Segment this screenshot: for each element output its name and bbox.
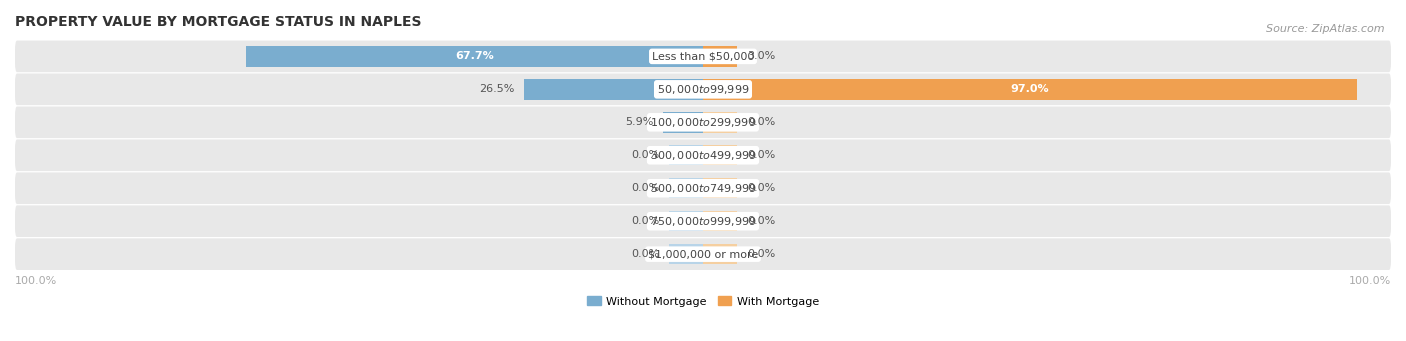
Bar (703, 211, 737, 232)
Text: PROPERTY VALUE BY MORTGAGE STATUS IN NAPLES: PROPERTY VALUE BY MORTGAGE STATUS IN NAP… (15, 15, 422, 29)
Text: 0.0%: 0.0% (747, 150, 775, 160)
Text: $750,000 to $999,999: $750,000 to $999,999 (650, 215, 756, 228)
Text: 100.0%: 100.0% (1348, 276, 1391, 286)
Text: 0.0%: 0.0% (631, 183, 659, 193)
FancyBboxPatch shape (15, 173, 1391, 204)
Bar (703, 178, 737, 198)
Text: 97.0%: 97.0% (1011, 84, 1049, 94)
Text: 0.0%: 0.0% (747, 117, 775, 127)
Text: $50,000 to $99,999: $50,000 to $99,999 (657, 83, 749, 96)
Text: 0.0%: 0.0% (631, 150, 659, 160)
Text: 67.7%: 67.7% (456, 51, 494, 61)
Text: $300,000 to $499,999: $300,000 to $499,999 (650, 149, 756, 162)
Text: Less than $50,000: Less than $50,000 (652, 51, 754, 61)
Text: 5.9%: 5.9% (624, 117, 652, 127)
Text: $1,000,000 or more: $1,000,000 or more (648, 249, 758, 259)
Bar (703, 145, 737, 165)
Bar (703, 244, 737, 264)
Text: 0.0%: 0.0% (631, 249, 659, 259)
Bar (669, 244, 703, 264)
Bar (246, 46, 703, 66)
Bar (669, 211, 703, 232)
Legend: Without Mortgage, With Mortgage: Without Mortgage, With Mortgage (588, 296, 818, 307)
Bar (524, 79, 703, 100)
FancyBboxPatch shape (15, 106, 1391, 138)
Text: $500,000 to $749,999: $500,000 to $749,999 (650, 182, 756, 195)
FancyBboxPatch shape (15, 205, 1391, 237)
Text: Source: ZipAtlas.com: Source: ZipAtlas.com (1267, 24, 1385, 34)
Text: 0.0%: 0.0% (747, 183, 775, 193)
Text: 3.0%: 3.0% (747, 51, 775, 61)
Text: 0.0%: 0.0% (747, 249, 775, 259)
FancyBboxPatch shape (15, 41, 1391, 72)
Bar (703, 79, 1357, 100)
FancyBboxPatch shape (15, 238, 1391, 270)
FancyBboxPatch shape (15, 139, 1391, 171)
Bar (669, 145, 703, 165)
Text: 0.0%: 0.0% (631, 216, 659, 226)
Text: 26.5%: 26.5% (479, 84, 515, 94)
Text: $100,000 to $299,999: $100,000 to $299,999 (650, 116, 756, 129)
FancyBboxPatch shape (15, 74, 1391, 105)
Bar (703, 46, 737, 66)
Bar (664, 112, 703, 133)
Text: 0.0%: 0.0% (747, 216, 775, 226)
Bar (703, 112, 737, 133)
Bar (669, 178, 703, 198)
Text: 100.0%: 100.0% (15, 276, 58, 286)
